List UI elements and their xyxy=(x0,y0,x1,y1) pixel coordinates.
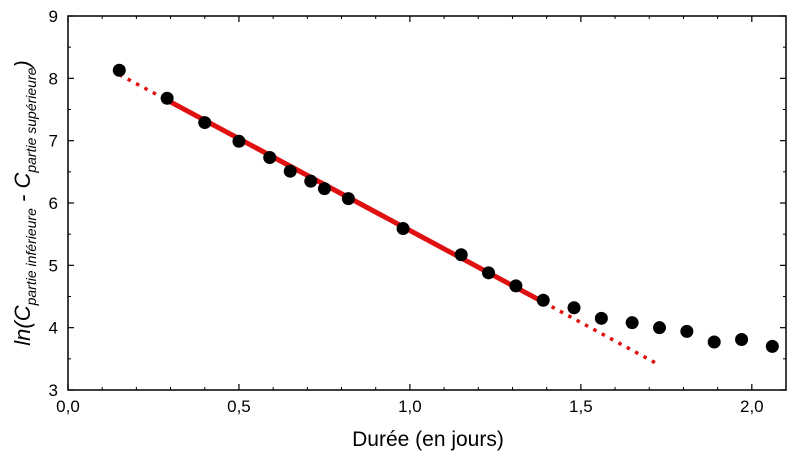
y-axis-ticks: 3 4 5 6 7 8 9 xyxy=(49,7,786,400)
data-point xyxy=(567,301,581,315)
data-point xyxy=(625,316,639,330)
data-point xyxy=(283,164,297,178)
x-tick-label: 0,0 xyxy=(56,397,80,416)
y-tick-label: 5 xyxy=(49,256,58,275)
plot-frame xyxy=(67,15,787,391)
y-axis-label-sub2: partie supérieure xyxy=(23,67,39,173)
svg-text:ln(Cpartie inférieure - Cparti: ln(Cpartie inférieure - Cpartie supérieu… xyxy=(10,60,39,345)
x-tick-label: 1,0 xyxy=(398,397,422,416)
x-tick-label: 0,5 xyxy=(227,397,251,416)
x-tick-label: 1,5 xyxy=(569,397,593,416)
y-axis-label: ln(Cpartie inférieure - Cpartie supérieu… xyxy=(10,60,39,345)
x-axis-label: Durée (en jours) xyxy=(352,428,504,451)
y-axis-label-sub1: partie inférieure xyxy=(23,208,39,306)
data-point xyxy=(482,266,496,280)
data-point xyxy=(112,63,126,77)
data-point xyxy=(509,279,523,293)
fit-lines xyxy=(118,73,657,365)
data-point xyxy=(454,248,468,262)
data-point xyxy=(160,91,174,105)
data-points xyxy=(112,63,779,353)
y-axis-label-prefix: ln(C xyxy=(10,305,35,345)
y-tick-label: 7 xyxy=(49,132,58,151)
data-point xyxy=(263,150,277,164)
y-tick-label: 8 xyxy=(49,69,58,88)
data-point xyxy=(735,333,749,347)
fit-line-extrapolated xyxy=(118,73,165,100)
data-point xyxy=(707,335,721,349)
y-tick-label: 3 xyxy=(49,381,58,400)
data-point xyxy=(680,324,694,338)
x-tick-label: 2,0 xyxy=(740,397,764,416)
y-tick-label: 9 xyxy=(49,7,58,26)
data-point xyxy=(594,311,608,325)
data-point xyxy=(232,134,246,148)
x-axis-ticks: 0,0 0,5 1,0 1,5 2,0 xyxy=(56,16,764,416)
data-point xyxy=(198,116,212,130)
data-point xyxy=(652,321,666,335)
y-tick-label: 4 xyxy=(49,319,58,338)
y-tick-label: 6 xyxy=(49,194,58,213)
data-point xyxy=(341,192,355,206)
data-point xyxy=(396,222,410,236)
y-axis-label-suffix: ) xyxy=(10,60,35,70)
data-point xyxy=(304,174,318,188)
data-point xyxy=(536,293,550,307)
fit-line-extrapolated xyxy=(542,300,657,365)
data-point xyxy=(317,182,331,196)
data-point xyxy=(765,339,779,353)
y-axis-label-middle: - C xyxy=(10,173,35,209)
